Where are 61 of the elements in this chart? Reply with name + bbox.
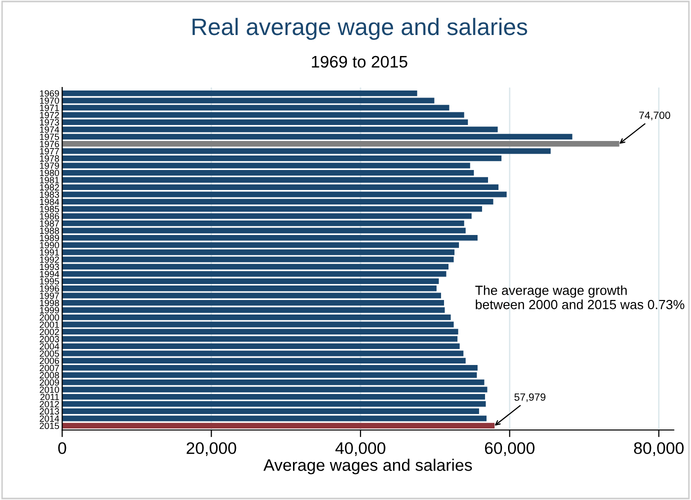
x-axis-title: Average wages and salaries	[263, 458, 472, 474]
chart-subtitle: 1969 to 2015	[312, 56, 408, 68]
y-tick-label: 2002	[40, 328, 59, 336]
x-tick-label: 40,000	[335, 442, 386, 456]
y-tick-label: 2005	[40, 350, 60, 357]
bar	[62, 141, 620, 147]
x-tick-label: 20,000	[186, 442, 236, 456]
y-tick-label: 1995	[40, 278, 60, 285]
y-tick-label: 1972	[40, 112, 59, 118]
y-tick-label: 2001	[40, 321, 59, 328]
y-tick-label: 1971	[40, 104, 59, 112]
y-tick-label: 2013	[40, 408, 60, 415]
y-tick-label: 1970	[40, 97, 60, 104]
y-tick-label: 1996	[40, 285, 60, 292]
y-tick-label: 2014	[40, 415, 60, 422]
bar	[62, 422, 495, 428]
x-tick-label: 0	[58, 442, 66, 454]
y-tick-label: 1969	[40, 90, 59, 97]
x-tick-label: 80,000	[634, 442, 684, 456]
y-tick-label: 2009	[40, 379, 59, 386]
y-tick-label: 1973	[40, 119, 60, 126]
y-tick-label: 1998	[40, 300, 60, 306]
x-tick-label: 60,000	[485, 442, 534, 456]
y-tick-label: 1977	[40, 148, 59, 154]
y-tick-label: 1985	[40, 206, 60, 212]
y-tick-label: 1978	[40, 155, 60, 162]
y-tick-label: 1984	[40, 198, 60, 206]
y-tick-label: 1997	[40, 292, 59, 299]
y-tick-label: 2008	[40, 372, 60, 378]
y-tick-label: 1986	[40, 213, 60, 220]
annotation: 57,979	[514, 393, 546, 402]
y-tick-label: 2010	[40, 386, 60, 393]
y-tick-label: 2015	[40, 422, 60, 430]
y-tick-label: 1975	[40, 134, 60, 140]
y-tick-label: 1979	[40, 162, 59, 169]
y-tick-label: 2007	[40, 364, 59, 372]
y-tick-label: 1993	[40, 264, 60, 270]
y-tick-label: 1994	[40, 270, 60, 278]
y-tick-label: 1981	[40, 176, 59, 184]
y-tick-label: 1988	[40, 228, 60, 234]
y-tick-label: 1990	[40, 242, 60, 248]
y-tick-label: 2006	[40, 358, 60, 364]
y-tick-label: 1991	[40, 249, 59, 256]
y-tick-label: 1976	[40, 140, 60, 148]
y-tick-label: 1980	[40, 170, 60, 176]
annotation: 74,700	[639, 112, 670, 120]
y-tick-label: 1992	[40, 256, 59, 263]
y-tick-label: 2012	[40, 400, 59, 408]
annotation: The average wage growth between 2000 and 2015 was 0.73%	[475, 285, 684, 310]
y-tick-label: 1982	[40, 184, 59, 191]
y-tick-label: 1974	[40, 126, 60, 133]
y-tick-label: 1989	[40, 234, 59, 242]
y-tick-label: 1983	[40, 191, 60, 198]
y-tick-label: 2011	[40, 394, 59, 400]
y-tick-label: 2003	[40, 336, 60, 342]
chart-title: Real average wage and salaries	[192, 18, 528, 40]
bar	[62, 134, 572, 140]
y-tick-label: 1999	[40, 307, 59, 314]
y-tick-label: 2004	[40, 343, 60, 350]
y-tick-label: 2000	[40, 314, 60, 321]
y-tick-label: 1987	[40, 220, 59, 227]
